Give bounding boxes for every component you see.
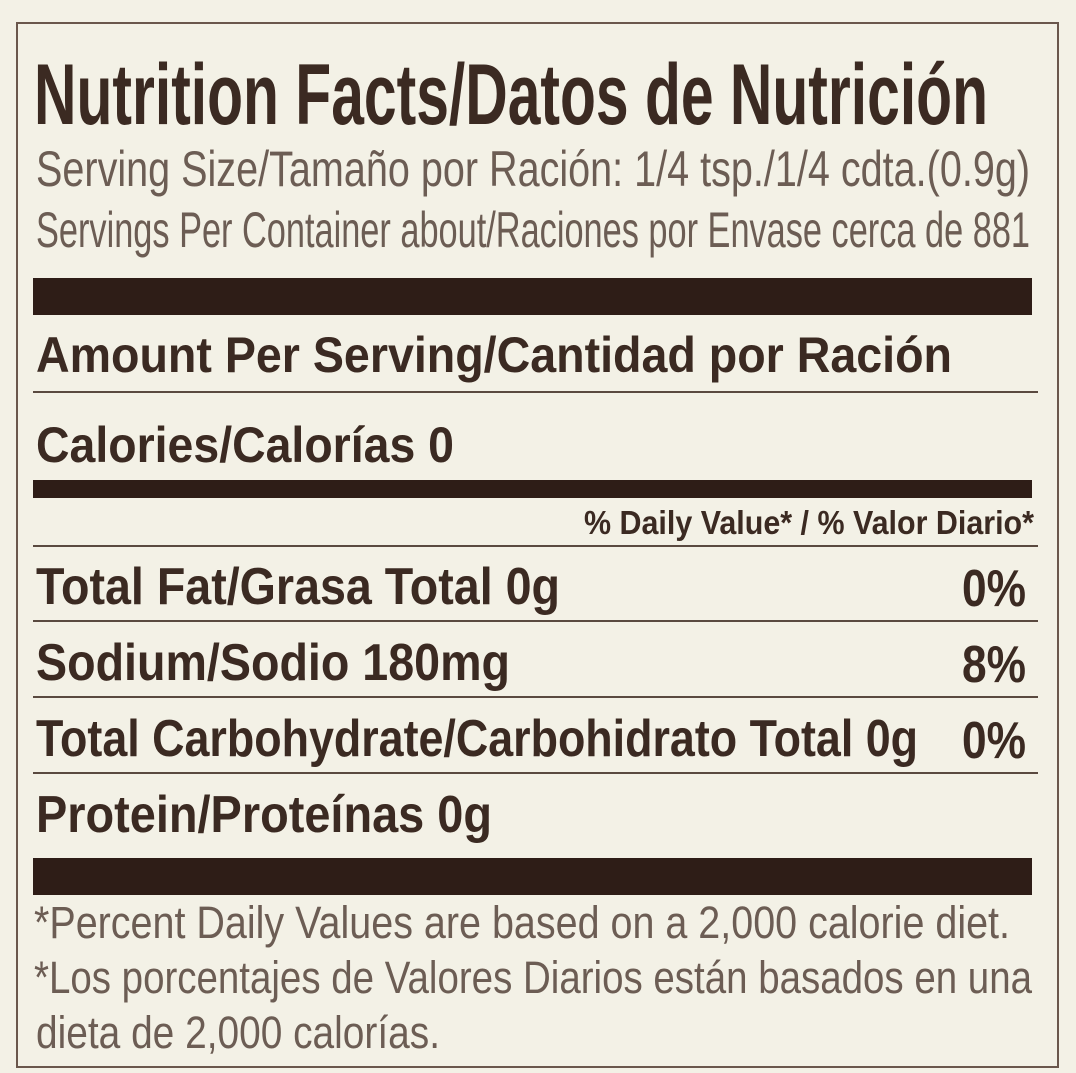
footnote-english: *Percent Daily Values are based on a 2,0…: [34, 897, 1010, 948]
divider: [33, 620, 1038, 622]
nutrient-total-fat: Total Fat/Grasa Total 0g: [36, 558, 560, 616]
nutrition-facts-panel: [16, 22, 1059, 1068]
servings-per-container: Servings Per Container about/Raciones po…: [36, 202, 1030, 258]
divider: [33, 772, 1038, 774]
divider: [33, 696, 1038, 698]
thick-divider: [33, 278, 1032, 315]
footnote-spanish-line1: *Los porcentajes de Valores Diarios está…: [34, 952, 1032, 1003]
divider: [33, 391, 1038, 393]
amount-per-serving: Amount Per Serving/Cantidad por Ración: [36, 327, 952, 383]
dv-sodium: 8%: [962, 636, 1026, 694]
divider: [33, 545, 1038, 547]
calories: Calories/Calorías 0: [36, 417, 454, 473]
nutrient-sodium: Sodium/Sodio 180mg: [36, 634, 510, 692]
serving-size: Serving Size/Tamaño por Ración: 1/4 tsp.…: [36, 141, 1030, 197]
medium-divider: [33, 480, 1032, 498]
daily-value-header: % Daily Value* / % Valor Diario*: [584, 504, 1034, 541]
nutrient-protein: Protein/Proteínas 0g: [36, 786, 492, 844]
thick-divider: [33, 858, 1032, 895]
footnote-spanish-line2: dieta de 2,000 calorías.: [36, 1007, 440, 1058]
dv-total-carbohydrate: 0%: [962, 712, 1026, 770]
label-title: Nutrition Facts/Datos de Nutrición: [34, 47, 989, 143]
nutrient-total-carbohydrate: Total Carbohydrate/Carbohidrato Total 0g: [36, 710, 918, 768]
dv-total-fat: 0%: [962, 560, 1026, 618]
